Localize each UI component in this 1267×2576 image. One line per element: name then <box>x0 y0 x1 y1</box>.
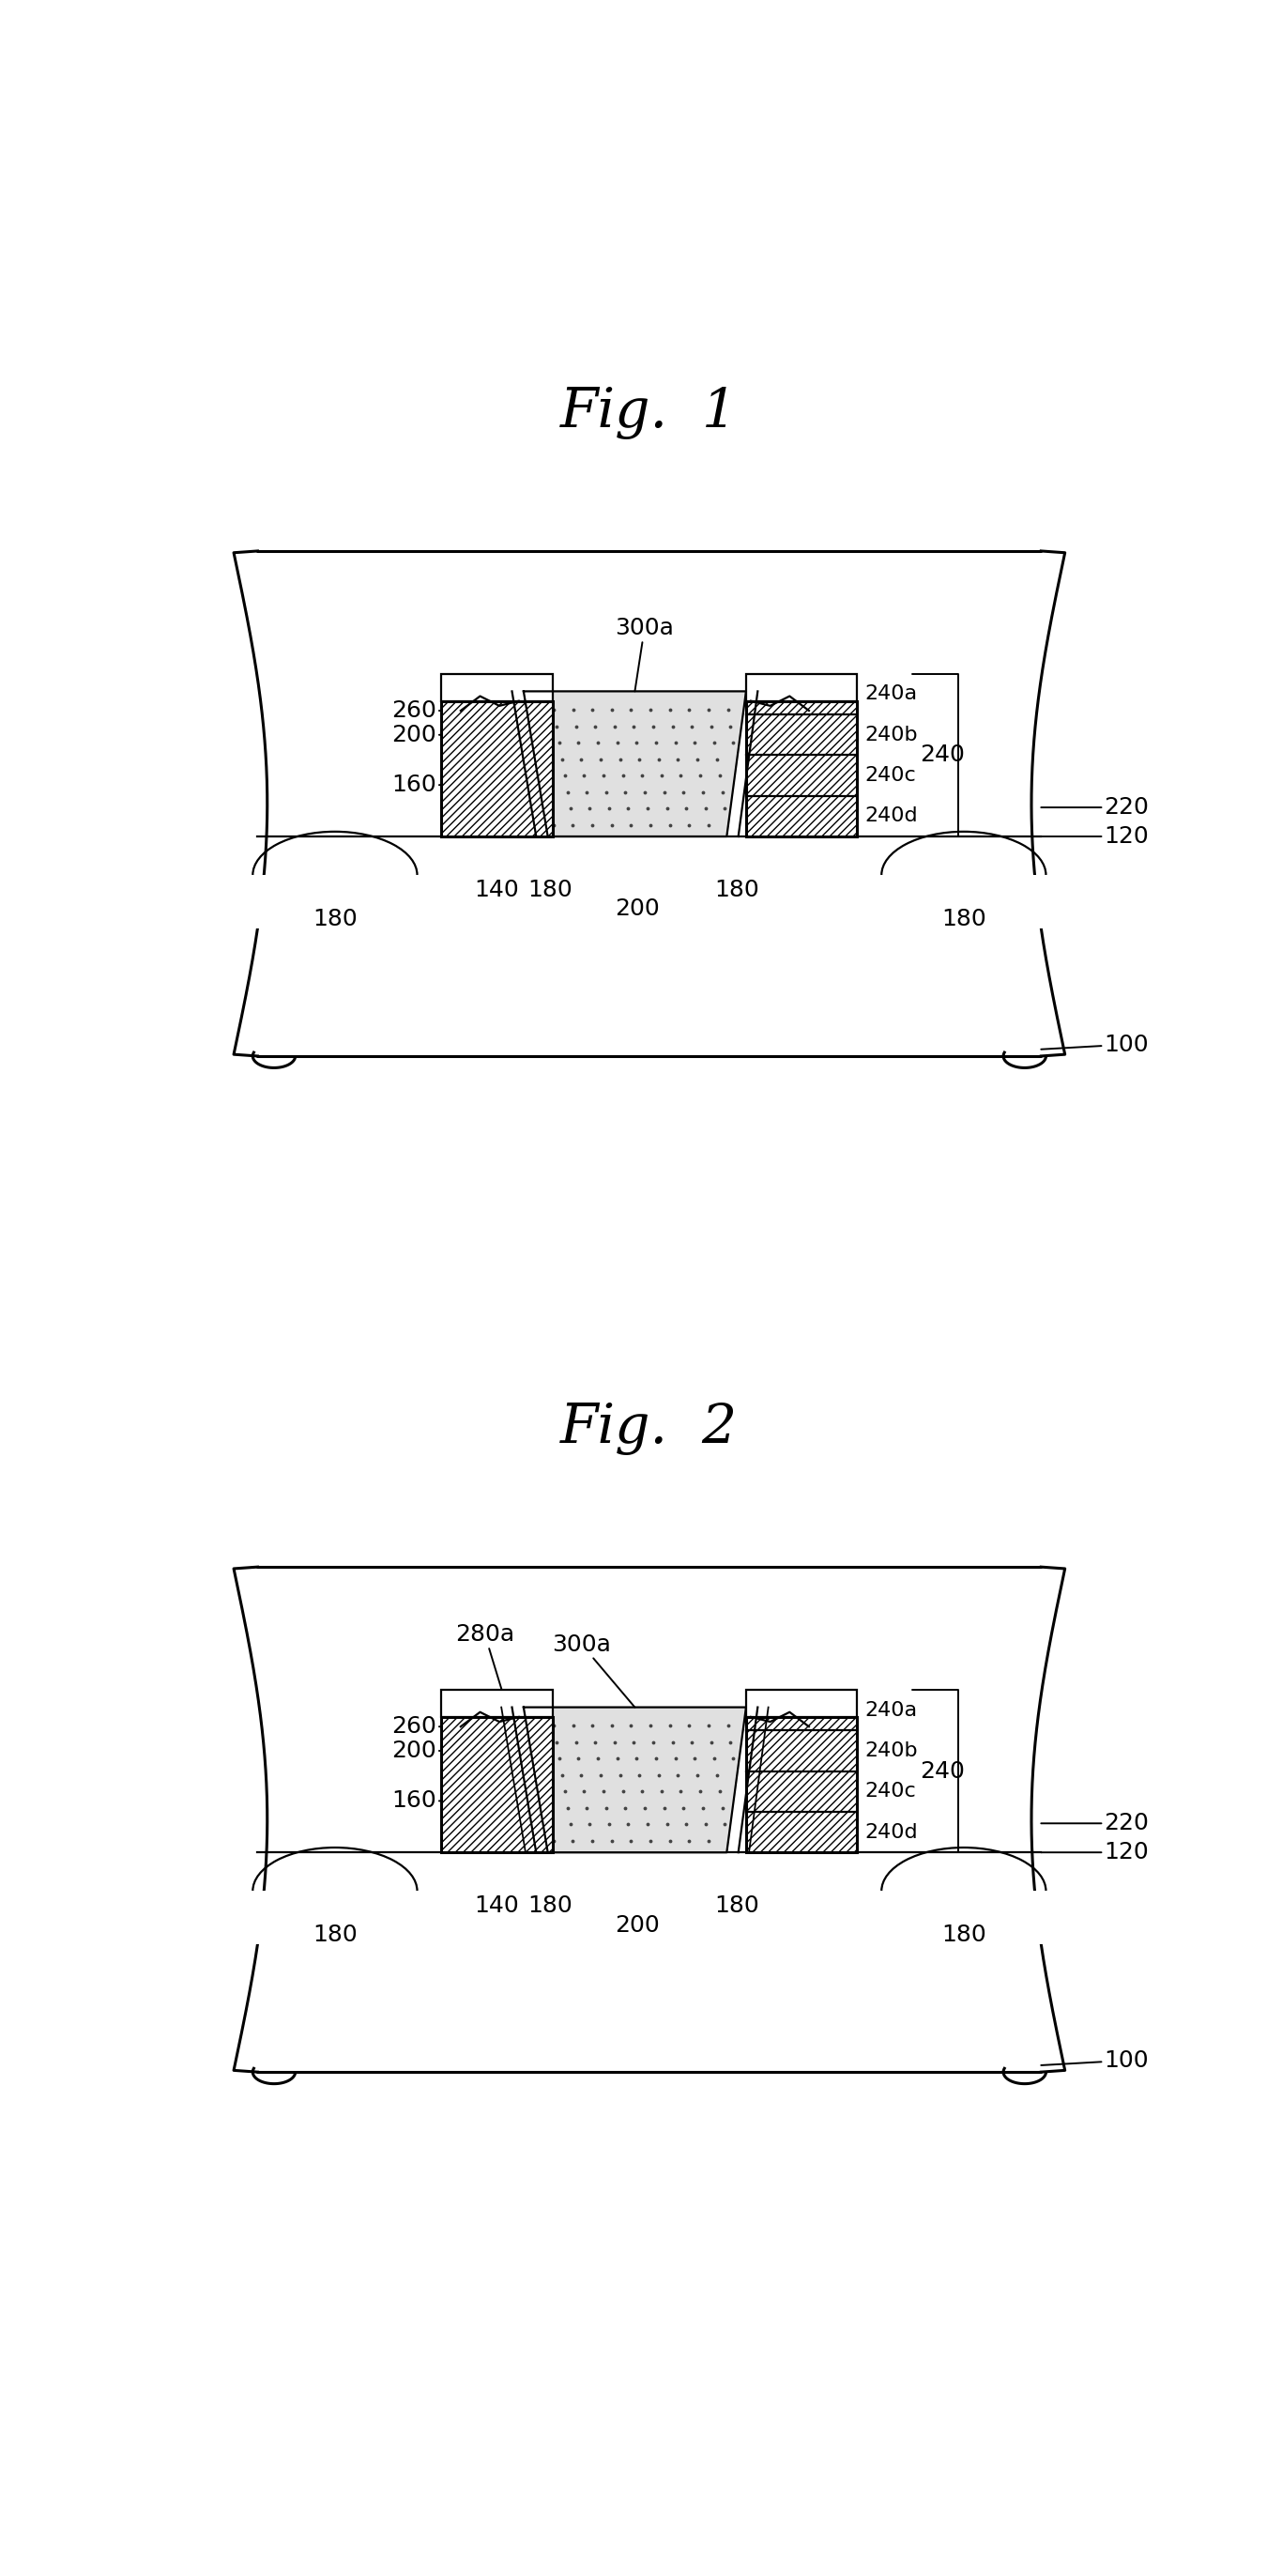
Text: 240: 240 <box>920 744 965 768</box>
Bar <box>243 1891 427 1945</box>
Text: 220: 220 <box>1041 796 1149 819</box>
Bar <box>441 1718 552 1852</box>
Bar <box>746 701 858 837</box>
Text: 180: 180 <box>715 1893 759 1917</box>
Bar <box>872 876 1055 927</box>
Text: 200: 200 <box>614 899 660 920</box>
Text: 240d: 240d <box>865 806 919 824</box>
Text: 180: 180 <box>528 1893 573 1917</box>
Text: Fig.  1: Fig. 1 <box>560 386 739 440</box>
Text: 120: 120 <box>1041 824 1149 848</box>
Bar <box>243 876 427 927</box>
Text: 240b: 240b <box>865 726 919 744</box>
Text: 180: 180 <box>313 907 357 930</box>
Text: 180: 180 <box>528 878 573 902</box>
Text: 200: 200 <box>392 1739 441 1762</box>
Bar <box>746 675 858 701</box>
Text: 260: 260 <box>392 1716 499 1739</box>
Text: 240a: 240a <box>865 1700 917 1721</box>
Text: 180: 180 <box>313 1924 357 1945</box>
Text: 260: 260 <box>392 701 509 721</box>
Text: Fig.  2: Fig. 2 <box>560 1401 739 1455</box>
Text: 140: 140 <box>475 1893 519 1917</box>
Text: 240: 240 <box>920 1759 965 1783</box>
Text: 140: 140 <box>475 878 519 902</box>
Text: 180: 180 <box>941 907 986 930</box>
Polygon shape <box>523 690 746 837</box>
Bar <box>872 1891 1055 1945</box>
Text: 300a: 300a <box>552 1633 635 1708</box>
Bar <box>746 1690 858 1718</box>
Text: 240a: 240a <box>865 685 917 703</box>
Text: 240c: 240c <box>865 765 916 786</box>
Text: 240c: 240c <box>865 1783 916 1801</box>
Text: 240b: 240b <box>865 1741 919 1759</box>
Bar <box>746 1718 858 1852</box>
Bar <box>441 1690 552 1718</box>
Text: 200: 200 <box>392 724 441 747</box>
Text: 160: 160 <box>392 1790 441 1811</box>
Text: 180: 180 <box>941 1924 986 1945</box>
Text: 120: 120 <box>1041 1842 1149 1862</box>
Text: 180: 180 <box>715 878 759 902</box>
Text: 100: 100 <box>1041 1033 1149 1056</box>
Text: 280a: 280a <box>455 1623 514 1705</box>
Bar <box>441 675 552 701</box>
Text: 300a: 300a <box>614 618 674 690</box>
Bar <box>746 1718 858 1852</box>
Text: 240d: 240d <box>865 1824 919 1842</box>
Text: 100: 100 <box>1041 2048 1149 2071</box>
Bar <box>441 1718 552 1852</box>
Polygon shape <box>523 1708 746 1852</box>
Bar <box>441 701 552 837</box>
Text: 220: 220 <box>1041 1811 1149 1834</box>
Bar <box>746 701 858 837</box>
Bar <box>441 701 552 837</box>
Text: 160: 160 <box>392 773 441 796</box>
Text: 200: 200 <box>614 1914 660 1937</box>
